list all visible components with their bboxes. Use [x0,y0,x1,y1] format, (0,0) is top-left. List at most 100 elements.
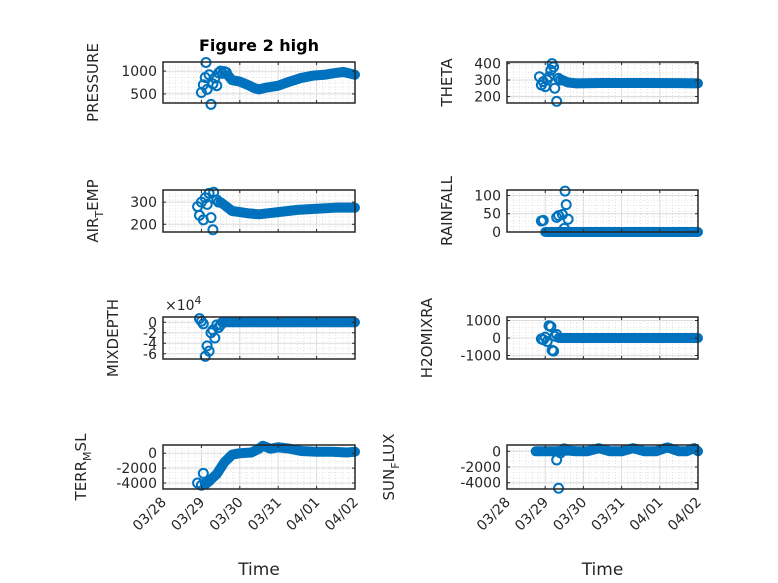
y-tick-label: -2000 [116,461,157,477]
data-trend-line [557,75,703,89]
figure-title: Figure 2 high [199,36,319,55]
x-tick-label: 03/31 [245,495,285,535]
data-point [203,475,215,487]
x-tick-label: 03/28 [130,495,170,535]
label-part: LUX [380,434,398,463]
axes-box [162,189,356,233]
x-tick-label: 03/31 [589,495,629,535]
data-point [205,98,217,110]
data-point [211,319,223,331]
y-tick-label: -6 [143,347,157,363]
data-point [213,196,225,208]
label-subscript: F [389,462,402,468]
y-tick-label: 50 [483,207,501,223]
label-part: TERR [72,461,90,502]
data-point [549,330,561,342]
data-point [213,67,225,79]
y-axis-label: H2OMIXRA [418,297,436,378]
data-point [558,222,570,234]
y-tick-label: 300 [130,195,157,211]
axes-box [506,189,699,233]
data-point [553,482,565,494]
subplot-air-temp: 200 300 AIRTEMP [84,179,360,243]
subplot-terr-msl: -4000-20000TERRMSL03/2803/2903/3003/3104… [72,433,362,580]
data-point [551,211,563,223]
y-tick-label: 0 [148,446,157,462]
data-point [541,336,553,347]
y-axis-label: SUNFLUX [380,434,402,501]
x-tick-label: 04/01 [284,495,324,535]
data-point [209,332,221,344]
y-tick-label: 200 [474,89,501,105]
y-tick-label: 0 [492,444,501,460]
data-point [537,214,549,226]
x-tick-label: 04/02 [322,495,362,535]
y-tick-label: -4 [143,336,157,352]
axes-box [162,61,356,104]
data-point [197,318,209,330]
y-tick-label: -1000 [460,349,501,365]
subplot-pressure: 500 1000 PRESSURE [84,43,360,122]
data-point [197,467,209,479]
data-trend-line [223,67,360,95]
axes-box [162,316,356,360]
label-subscript: T [93,211,106,219]
data-point [220,66,232,78]
y-tick-label: 0 [492,331,501,347]
data-point [548,345,560,357]
data-point [203,187,215,199]
data-point [205,212,217,224]
label-subscript: M [81,451,94,461]
data-point [553,72,565,84]
x-tick-label: 03/28 [474,495,514,535]
data-point [211,194,223,206]
y-axis-label: THETA [438,58,456,108]
axes-box [162,444,356,490]
data-point [203,345,215,357]
data-point [562,213,574,225]
data-point [545,321,557,333]
data-point [201,83,213,95]
data-point [201,340,213,352]
label-part: AIR [84,218,102,243]
data-point [215,65,227,77]
x-tick-label: 03/30 [550,495,590,535]
x-axis-label: Time [237,560,280,580]
label-part: SL [72,433,90,452]
exponent-power: 4 [195,294,202,307]
data-point [207,224,219,236]
y-tick-label: 500 [130,87,157,103]
x-tick-label: 03/29 [168,495,208,535]
x-tick-label: 03/29 [512,495,552,535]
data-trend-line [215,197,360,220]
subplot-rainfall: 0 50 100 RAINFALL [438,175,703,246]
axes-box [506,61,699,104]
y-axis-label: PRESSURE [84,43,102,122]
y-tick-label: -4000 [460,476,501,492]
label-part: EMP [84,179,102,210]
data-point [215,319,227,331]
x-axis-label: Time [581,560,624,580]
y-exponent-label: ×104 [165,294,202,314]
y-tick-label: 1000 [121,64,157,80]
y-tick-label: -2000 [460,460,501,476]
y-axis-label: AIRTEMP [84,179,106,242]
data-point [201,198,213,210]
y-tick-label: 0 [492,225,501,241]
data-point [211,80,223,92]
y-tick-label: 1000 [465,314,501,330]
data-point [551,95,563,107]
x-tick-label: 04/02 [665,495,705,535]
data-point [554,74,566,86]
y-tick-label: 300 [474,73,501,89]
y-tick-label: -2 [143,326,157,342]
data-point [560,199,572,211]
subplot-mixdepth: -6-4-20 ×104 MIXDEPTH [104,294,360,377]
y-tick-label: -4000 [116,476,157,492]
y-axis-label: RAINFALL [438,175,456,246]
y-axis-label: TERRMSL [72,433,94,502]
data-point [549,82,561,94]
